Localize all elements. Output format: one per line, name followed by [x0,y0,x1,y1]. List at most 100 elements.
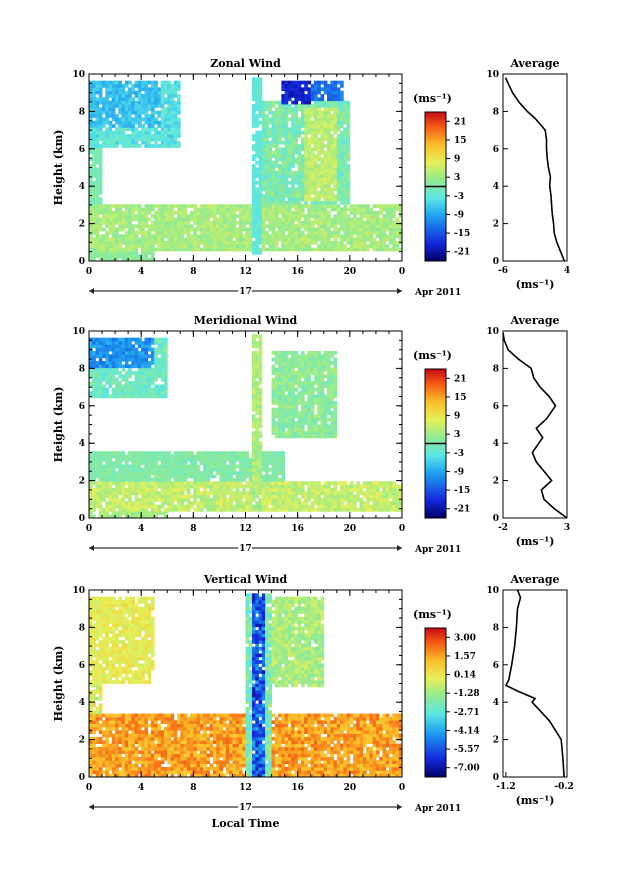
heatmap-cell [278,234,282,239]
heatmap-cell [356,244,361,249]
heatmap-cell [346,224,351,229]
heatmap-cell [379,224,383,229]
heatmap-cell [333,230,338,235]
heatmap-cell [209,451,214,455]
heatmap-cell [229,487,233,492]
heatmap-cell [118,361,122,365]
heatmap-cell [89,240,93,245]
heatmap-cell [160,207,165,212]
heatmap-cell [173,247,178,252]
heatmap-cell [229,464,233,469]
heatmap-cell [177,461,181,465]
heatmap-cell [134,80,139,85]
heatmap-cell [150,451,155,455]
heatmap-cell [150,100,155,105]
heatmap-cell [261,477,266,482]
heatmap-cell [167,461,171,465]
heatmap-cell [150,110,155,115]
heatmap-cell [222,464,227,469]
heatmap-cell [252,391,256,395]
heatmap-cell [261,124,266,128]
heatmap-cell [287,130,292,135]
heatmap-cell [291,127,295,132]
heatmap-cell [317,177,321,182]
heatmap-cell [118,497,122,502]
heatmap-cell [294,354,299,359]
heatmap-cell [95,224,100,229]
heatmap-cell [278,150,282,155]
heatmap-cell [297,177,302,182]
heatmap-cell [271,240,276,245]
heatmap-cell [313,361,318,365]
heatmap-cell [297,391,302,395]
heatmap-cell [304,190,308,195]
heatmap-cell [353,207,357,212]
heatmap-cell [203,501,207,506]
heatmap-cell [297,207,302,212]
heatmap-cell [131,344,136,349]
heatmap-cell [203,497,207,502]
heatmap-cell [362,204,367,208]
heatmap-cell [102,507,106,512]
heatmap-cell [105,140,109,145]
heatmap-cell [167,127,171,132]
heatmap-cell [154,220,158,225]
heatmap-cell [163,214,168,218]
heatmap-cell [108,347,113,352]
heatmap-cell [219,477,224,482]
heatmap-cell [333,240,338,245]
heatmap-cell [323,214,328,218]
heatmap-cell [105,224,109,229]
heatmap-cell [268,227,272,232]
heatmap-cell [271,367,276,372]
heatmap-cell [154,451,158,455]
heatmap-cell [134,237,139,242]
heatmap-cell [258,447,263,452]
heatmap-cell [163,507,168,512]
heatmap-cell [232,477,237,482]
heatmap-cell [346,247,351,252]
heatmap-cell [261,504,266,509]
heatmap-cell [131,337,136,342]
heatmap-cell [310,104,315,108]
heatmap-cell [141,357,145,362]
heatmap-cell [336,197,341,202]
heatmap-cell [261,154,266,158]
heatmap-cell [89,104,93,108]
heatmap-cell [271,491,276,496]
heatmap-cell [95,351,100,355]
heatmap-cell [382,237,387,242]
heatmap-cell [95,177,100,182]
heatmap-cell [300,351,305,355]
heatmap-cell [304,220,308,225]
heatmap-cell [150,357,155,362]
heatmap-cell [170,134,175,138]
heatmap-cell [193,234,197,239]
heatmap-cell [333,110,338,115]
heatmap-cell [92,464,96,469]
heatmap-cell [313,157,318,162]
heatmap-cell [248,210,253,215]
heatmap-cell [212,237,217,242]
heatmap-cell [307,210,312,215]
heatmap-cell [310,94,315,98]
heatmap-cell [163,240,168,245]
heatmap-cell [144,207,149,212]
heatmap-cell [124,140,129,145]
heatmap-cell [284,184,289,188]
heatmap-cell [121,477,126,482]
heatmap-cell [89,247,93,252]
heatmap-cell [300,160,305,165]
heatmap-cell [392,240,396,245]
heatmap-cell [274,100,279,105]
heatmap-cell [118,124,122,128]
heatmap-cell [89,354,93,359]
heatmap-cell [268,104,272,108]
heatmap-cell [238,234,243,239]
heatmap-cell [118,394,122,399]
heatmap-cell [297,424,302,429]
heatmap-cell [180,504,184,509]
heatmap-cell [157,344,162,349]
heatmap-cell [271,170,276,175]
heatmap-cell [111,464,116,469]
